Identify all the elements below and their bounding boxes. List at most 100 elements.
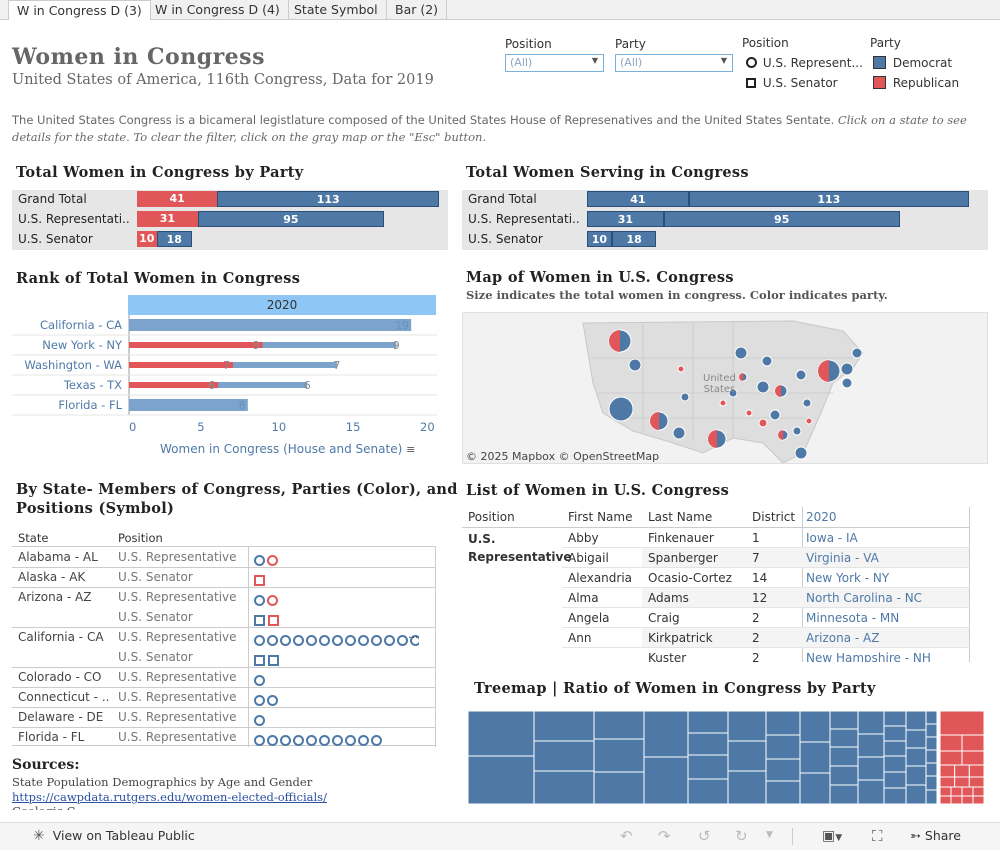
treemap-cell-democrat[interactable]	[925, 736, 938, 751]
treemap-cell-democrat[interactable]	[905, 765, 927, 786]
party-row[interactable]: U.S. Senator 10 18	[12, 230, 448, 250]
representative-circle-icon[interactable]	[319, 635, 330, 646]
state-link-cell[interactable]: New York - NY	[806, 571, 890, 585]
treemap-cell-republican[interactable]	[939, 711, 984, 736]
legend-item-republican[interactable]: Republican	[873, 76, 959, 90]
bar-segment-a[interactable]: 31	[587, 211, 664, 227]
state-bubble[interactable]	[841, 377, 853, 389]
representative-circle-icon[interactable]	[384, 635, 395, 646]
senator-square-icon[interactable]	[268, 615, 279, 626]
representative-circle-icon[interactable]	[345, 735, 356, 746]
treemap-cell-republican[interactable]	[954, 776, 970, 788]
treemap-cell-republican[interactable]	[961, 750, 984, 766]
treemap-cell-republican[interactable]	[950, 786, 963, 797]
serving-row[interactable]: Grand Total 41 113	[462, 190, 988, 210]
state-bubble[interactable]	[608, 396, 634, 422]
chevron-down-icon[interactable]: ▼	[766, 830, 773, 840]
state-bubble[interactable]	[707, 429, 727, 449]
treemap-cell-democrat[interactable]	[857, 756, 885, 781]
treemap-cell-democrat[interactable]	[883, 755, 907, 773]
state-link-cell[interactable]: Arizona - AZ	[806, 631, 880, 645]
representative-circle-icon[interactable]	[267, 595, 278, 606]
treemap-cell-democrat[interactable]	[727, 711, 767, 742]
treemap-cell-democrat[interactable]	[925, 789, 938, 804]
treemap-cell-democrat[interactable]	[687, 732, 729, 756]
representative-circle-icon[interactable]	[267, 735, 278, 746]
treemap-cell-democrat[interactable]	[857, 711, 885, 735]
representative-circle-icon[interactable]	[306, 735, 317, 746]
representative-circle-icon[interactable]	[410, 635, 419, 646]
state-bubble[interactable]	[795, 369, 807, 381]
treemap-cell-democrat[interactable]	[925, 775, 938, 791]
state-bubble[interactable]	[777, 429, 789, 441]
treemap-cell-democrat[interactable]	[829, 728, 859, 748]
bar-republican[interactable]: 41	[137, 191, 218, 207]
fullscreen-icon[interactable]: ⛶	[872, 827, 883, 845]
table-state-cell[interactable]: Delaware - DE	[18, 710, 104, 724]
senator-square-icon[interactable]	[268, 655, 279, 666]
sort-icon[interactable]: ≡	[406, 443, 416, 456]
treemap-cell-democrat[interactable]	[687, 754, 729, 780]
rank-state-label[interactable]: New York - NY	[42, 338, 123, 352]
list-header-state[interactable]: 2020	[806, 510, 837, 524]
party-row[interactable]: Grand Total 41 113	[12, 190, 448, 210]
state-bubble[interactable]	[608, 329, 632, 353]
treemap-cell-democrat[interactable]	[687, 711, 729, 734]
treemap-chart[interactable]	[468, 711, 984, 804]
treemap-cell-democrat[interactable]	[925, 749, 938, 764]
treemap-cell-republican[interactable]	[939, 764, 956, 778]
tab-w-in-congress-d-3[interactable]: W in Congress D (3)	[8, 0, 151, 20]
representative-circle-icon[interactable]	[371, 735, 382, 746]
table-state-cell[interactable]: Alaska - AK	[18, 570, 86, 584]
state-bubble[interactable]	[758, 418, 768, 428]
representative-circle-icon[interactable]	[280, 635, 291, 646]
state-bubble[interactable]	[840, 362, 854, 376]
treemap-cell-republican[interactable]	[972, 795, 984, 804]
treemap-cell-republican[interactable]	[939, 734, 963, 752]
treemap-cell-democrat[interactable]	[799, 772, 831, 804]
treemap-cell-democrat[interactable]	[883, 771, 907, 789]
treemap-cell-democrat[interactable]	[925, 762, 938, 777]
treemap-cell-democrat[interactable]	[883, 725, 907, 742]
treemap-cell-republican[interactable]	[968, 776, 984, 788]
state-bubble[interactable]	[805, 417, 813, 425]
bar-republican[interactable]	[129, 362, 233, 368]
treemap-cell-democrat[interactable]	[883, 787, 907, 804]
treemap-cell-republican[interactable]	[939, 750, 963, 766]
state-bubble[interactable]	[734, 346, 748, 360]
undo-icon[interactable]: ↶	[620, 827, 633, 845]
bar-total[interactable]	[129, 319, 412, 331]
tab-bar-2[interactable]: Bar (2)	[387, 0, 448, 20]
state-bubble[interactable]	[774, 384, 788, 398]
treemap-cell-republican[interactable]	[961, 786, 974, 797]
state-link-cell[interactable]: New Hampshire - NH	[806, 651, 931, 662]
redo-icon[interactable]: ↷	[658, 827, 671, 845]
treemap-cell-democrat[interactable]	[883, 740, 907, 757]
treemap-cell-republican[interactable]	[950, 795, 963, 804]
bar-segment-b[interactable]: 113	[688, 191, 969, 207]
table-state-cell[interactable]: California - CA	[18, 630, 104, 644]
representative-circle-icon[interactable]	[267, 555, 278, 566]
representative-circle-icon[interactable]	[254, 595, 265, 606]
party-row[interactable]: U.S. Representati.. 31 95	[12, 210, 448, 230]
treemap-cell-republican[interactable]	[939, 795, 952, 804]
representative-circle-icon[interactable]	[293, 635, 304, 646]
representative-circle-icon[interactable]	[358, 635, 369, 646]
treemap-cell-democrat[interactable]	[905, 784, 927, 804]
treemap-cell-democrat[interactable]	[883, 711, 907, 727]
treemap-cell-democrat[interactable]	[687, 778, 729, 804]
state-bubble[interactable]	[817, 359, 841, 383]
revert-icon[interactable]: ↺	[698, 827, 711, 845]
state-bubble[interactable]	[728, 388, 738, 398]
state-bubble[interactable]	[719, 399, 727, 407]
treemap-cell-republican[interactable]	[954, 764, 970, 778]
us-map[interactable]: United States © 2025 Mapbox © OpenStreet…	[462, 312, 988, 464]
treemap-cell-democrat[interactable]	[468, 755, 535, 804]
bar-republican[interactable]	[129, 382, 219, 388]
state-bubble[interactable]	[769, 409, 781, 421]
treemap-cell-republican[interactable]	[939, 786, 952, 797]
bar-republican[interactable]	[129, 342, 263, 348]
party-filter-dropdown[interactable]: (All) ▼	[615, 54, 733, 72]
rank-state-label[interactable]: Florida - FL	[58, 398, 122, 412]
representative-circle-icon[interactable]	[254, 695, 265, 706]
